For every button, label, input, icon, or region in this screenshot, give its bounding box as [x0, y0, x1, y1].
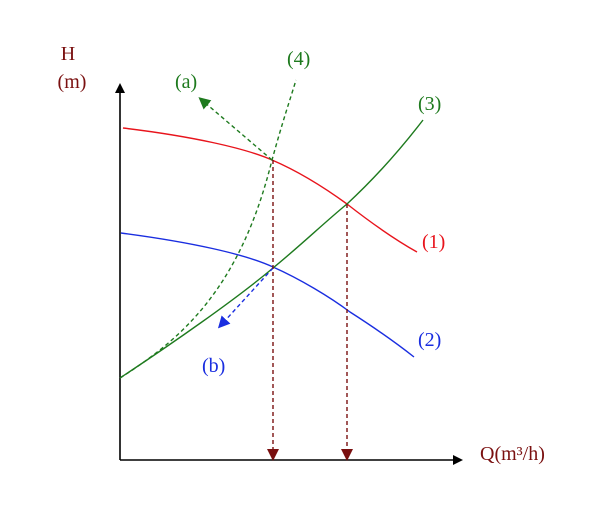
y-axis-label-unit: (m) — [58, 71, 87, 93]
curve-4-label: (4) — [287, 48, 310, 70]
curve-2 — [120, 232, 415, 358]
arrow-a — [198, 97, 273, 161]
curve-3-label: (3) — [418, 93, 441, 115]
arrow-a-label: (a) — [175, 71, 197, 93]
y-axis-label-h: H — [61, 43, 75, 65]
curve-4 — [119, 79, 297, 379]
x-axis-label: Q(m³/h) — [480, 443, 545, 465]
arrow-b-label: (b) — [202, 355, 225, 377]
curve-1-label: (1) — [422, 231, 445, 253]
curve-1 — [122, 127, 418, 253]
arrow-b — [217, 267, 274, 329]
curve-2-label: (2) — [418, 329, 441, 351]
curve-3 — [119, 119, 424, 379]
